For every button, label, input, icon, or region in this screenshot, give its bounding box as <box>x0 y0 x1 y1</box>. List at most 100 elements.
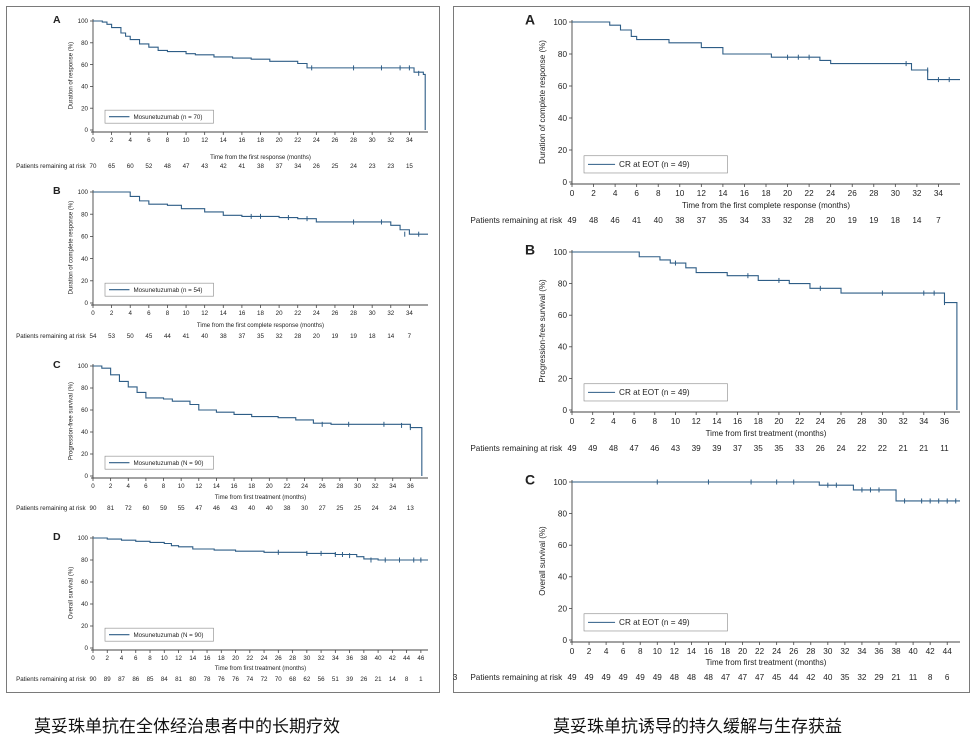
risk-count: 46 <box>650 444 660 453</box>
risk-label: Patients remaining at risk <box>16 676 86 683</box>
risk-count: 51 <box>332 676 339 683</box>
y-tick-label: 100 <box>78 535 89 542</box>
x-tick-label: 8 <box>656 189 661 198</box>
risk-count: 84 <box>161 676 168 683</box>
caption-left: 莫妥珠单抗在全体经治患者中的长期疗效 <box>34 717 340 737</box>
x-tick-label: 32 <box>899 417 909 426</box>
x-tick-label: 8 <box>652 417 657 426</box>
risk-count: 43 <box>201 163 208 170</box>
risk-label: Patients remaining at risk <box>16 163 86 170</box>
risk-count: 27 <box>319 505 326 512</box>
risk-count: 47 <box>195 505 202 512</box>
x-axis-label: Time from the first complete response (m… <box>197 323 324 329</box>
y-axis-label: Overall survival (%) <box>69 567 75 620</box>
y-tick-label: 100 <box>78 18 89 25</box>
legend-label: CR at EOT (n = 49) <box>619 160 690 169</box>
x-axis-label: Time from first treatment (months) <box>215 495 306 501</box>
y-tick-label: 20 <box>558 146 568 155</box>
risk-count: 72 <box>125 505 132 512</box>
risk-count: 45 <box>772 673 782 682</box>
y-tick-label: 80 <box>558 50 568 59</box>
x-tick-label: 30 <box>303 655 310 662</box>
risk-count: 3 <box>453 673 458 682</box>
y-tick-label: 60 <box>558 82 568 91</box>
risk-count: 44 <box>164 333 171 340</box>
x-tick-label: 30 <box>354 483 361 490</box>
legend-box <box>583 383 728 402</box>
y-tick-label: 80 <box>81 211 88 218</box>
x-tick-label: 16 <box>238 137 245 144</box>
panel-letter: D <box>53 531 61 543</box>
x-tick-label: 30 <box>823 647 833 656</box>
risk-count: 19 <box>331 333 338 340</box>
x-tick-label: 20 <box>232 655 239 662</box>
y-tick-label: 40 <box>81 256 88 263</box>
risk-count: 40 <box>823 673 833 682</box>
risk-count: 49 <box>567 216 577 225</box>
risk-count: 21 <box>919 444 929 453</box>
risk-count: 40 <box>248 505 255 512</box>
risk-count: 50 <box>127 333 134 340</box>
x-tick-label: 26 <box>848 189 858 198</box>
risk-count: 44 <box>789 673 799 682</box>
x-tick-label: 34 <box>332 655 339 662</box>
risk-count: 48 <box>589 216 599 225</box>
x-tick-label: 16 <box>704 647 714 656</box>
risk-count: 8 <box>928 673 933 682</box>
x-tick-label: 18 <box>218 655 225 662</box>
y-tick-label: 40 <box>81 84 88 91</box>
risk-count: 41 <box>238 163 245 170</box>
x-tick-label: 4 <box>604 647 609 656</box>
risk-count: 39 <box>692 444 702 453</box>
risk-count: 7 <box>408 333 412 340</box>
legend-box <box>583 155 728 174</box>
risk-count: 30 <box>301 505 308 512</box>
x-tick-label: 30 <box>369 310 376 317</box>
x-tick-label: 4 <box>613 189 618 198</box>
risk-count: 45 <box>145 333 152 340</box>
risk-count: 49 <box>567 673 577 682</box>
x-tick-label: 40 <box>375 655 382 662</box>
legend-box <box>104 455 214 470</box>
x-tick-label: 18 <box>754 417 764 426</box>
km-curve <box>572 481 960 502</box>
risk-count: 28 <box>805 216 815 225</box>
risk-count: 33 <box>795 444 805 453</box>
x-tick-label: 36 <box>407 483 414 490</box>
risk-count: 62 <box>303 676 310 683</box>
y-tick-label: 60 <box>558 311 568 320</box>
x-tick-label: 12 <box>195 483 202 490</box>
y-axis-label: Overall survival (%) <box>538 526 547 596</box>
y-tick-label: 100 <box>553 248 567 257</box>
risk-count: 25 <box>331 163 338 170</box>
x-tick-label: 6 <box>147 310 151 317</box>
risk-count: 35 <box>774 444 784 453</box>
risk-count: 14 <box>387 333 394 340</box>
x-tick-label: 28 <box>350 310 357 317</box>
y-axis-label: Duration of complete response (%) <box>538 40 547 164</box>
risk-count: 65 <box>108 163 115 170</box>
x-tick-label: 26 <box>331 310 338 317</box>
x-tick-label: 32 <box>387 137 394 144</box>
risk-count: 46 <box>611 216 621 225</box>
y-axis-label: Progression-free survival (%) <box>538 279 547 383</box>
risk-label: Patients remaining at risk <box>16 333 86 340</box>
y-tick-label: 20 <box>81 623 88 630</box>
risk-count: 59 <box>160 505 167 512</box>
risk-count: 15 <box>406 163 413 170</box>
x-tick-label: 2 <box>587 647 592 656</box>
x-tick-label: 26 <box>319 483 326 490</box>
risk-count: 78 <box>204 676 211 683</box>
x-tick-label: 24 <box>772 647 782 656</box>
x-tick-label: 6 <box>621 647 626 656</box>
y-tick-label: 100 <box>78 189 89 196</box>
risk-count: 70 <box>90 163 97 170</box>
legend-box <box>104 627 214 642</box>
legend-box <box>104 282 214 297</box>
risk-count: 24 <box>389 505 396 512</box>
km-curve <box>572 21 960 81</box>
km-curve <box>93 20 426 130</box>
x-axis-label: Time from the first complete response (m… <box>682 201 850 210</box>
y-tick-label: 80 <box>81 557 88 564</box>
risk-count: 48 <box>704 673 714 682</box>
